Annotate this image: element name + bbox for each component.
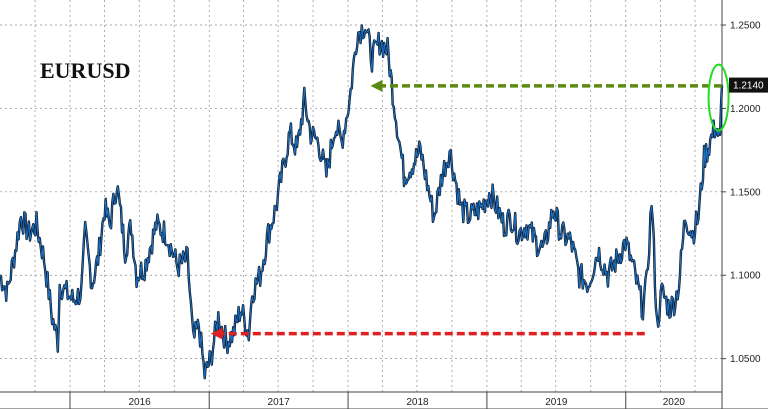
grid-lines [0, 0, 722, 392]
x-tick-label: 2019 [545, 397, 568, 408]
y-axis: 1.2500 1.2000 1.1500 1.1000 1.0500 [721, 0, 761, 409]
last-value-box [729, 77, 768, 93]
y-tick-label: 1.1000 [730, 271, 761, 282]
last-value-badge: 1.2140 [729, 77, 768, 93]
x-tick-label: 2020 [663, 397, 686, 408]
arrow-head [370, 79, 383, 92]
x-tick-label: 2018 [406, 397, 429, 408]
x-tick-label: 2017 [268, 397, 291, 408]
chart-title: EURUSD [40, 58, 130, 83]
y-tick-label: 1.0500 [730, 354, 761, 365]
highlight-ellipse [707, 63, 730, 132]
last-value-label: 1.2140 [733, 81, 764, 92]
price-series [0, 24, 724, 380]
y-tick-label: 1.2000 [730, 104, 761, 115]
y-tick-label: 1.1500 [730, 187, 761, 198]
x-tick-label: 2016 [128, 397, 151, 408]
y-tick-label: 1.2500 [730, 21, 761, 32]
annotations [210, 63, 730, 340]
x-axis: 2016 2017 2018 2019 2020 [0, 391, 768, 409]
series-line [0, 24, 723, 379]
arrow-head [210, 327, 223, 340]
